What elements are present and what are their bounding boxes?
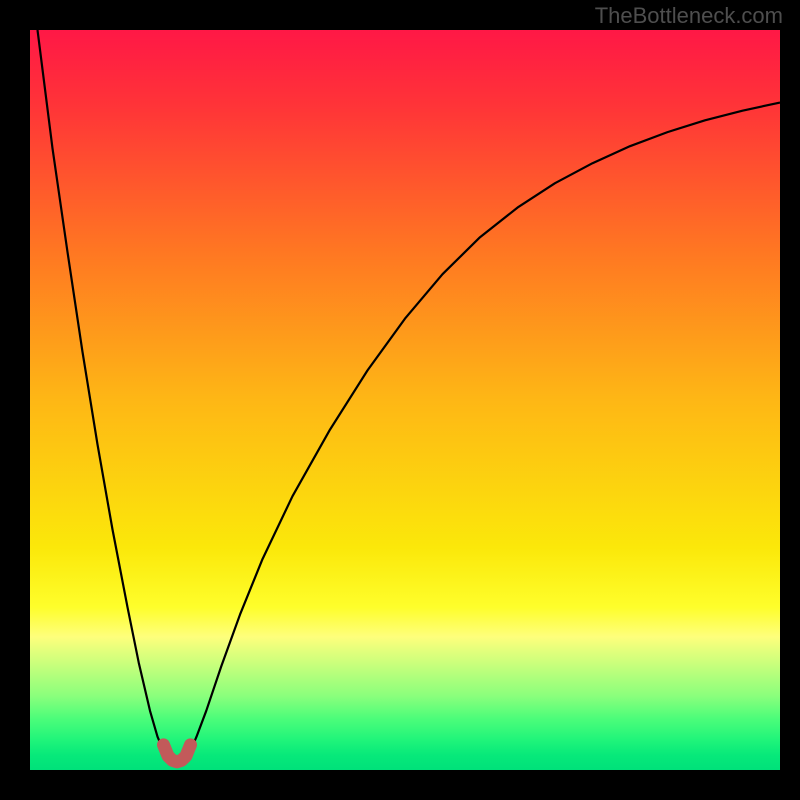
plot-area	[30, 30, 780, 770]
optimal-marker	[164, 745, 191, 762]
watermark-text: TheBottleneck.com	[595, 3, 783, 29]
bottleneck-curve	[38, 30, 781, 763]
chart-stage: TheBottleneck.com	[0, 0, 800, 800]
curve-layer	[30, 30, 780, 770]
